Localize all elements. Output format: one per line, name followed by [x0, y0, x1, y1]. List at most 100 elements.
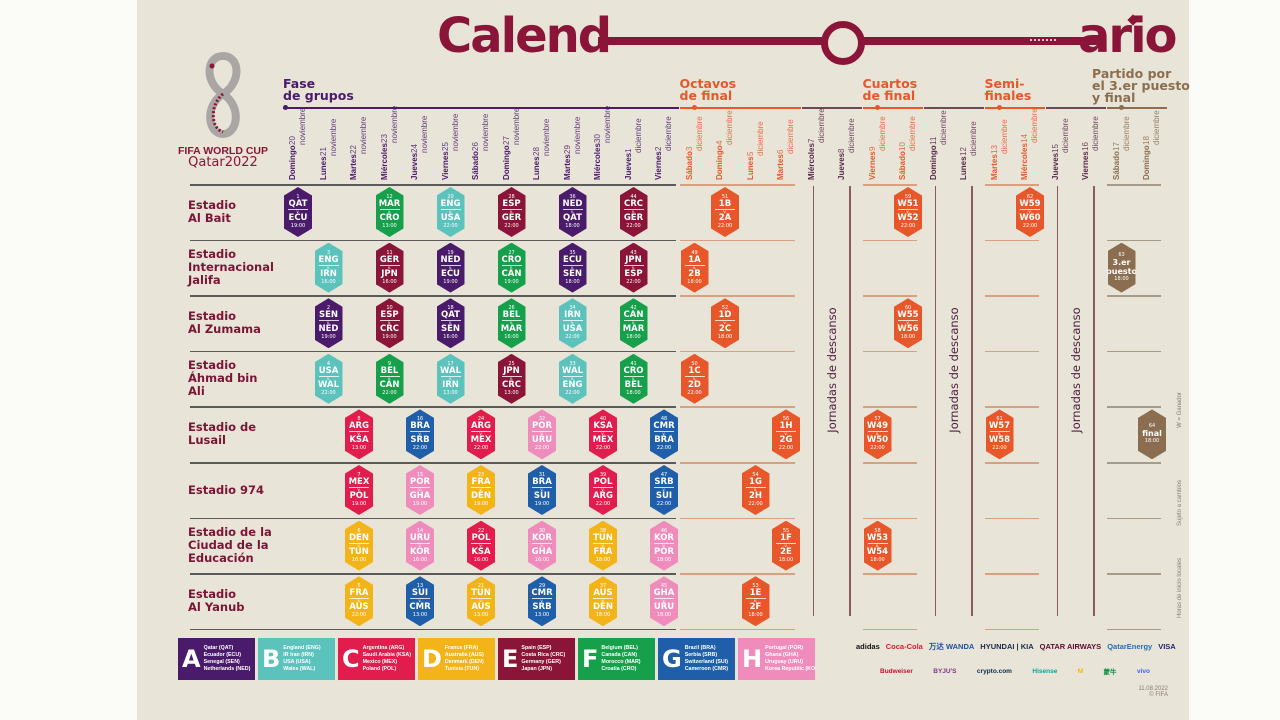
- title-dots: [1030, 39, 1056, 42]
- match-tile[interactable]: 52 1D v. 2C 18:00: [711, 298, 739, 349]
- match-tile[interactable]: 10 ESP v. CRC 19:00: [375, 298, 404, 349]
- match-tile[interactable]: 17 WAL v. IRN 13:00: [436, 353, 465, 404]
- match-tile[interactable]: 7 MEX v. POL 19:00: [345, 465, 373, 515]
- match-tile[interactable]: 33 WAL v. ENG 22:00: [558, 353, 587, 404]
- match-tile[interactable]: 59 W51 v. W52 22:00: [894, 187, 922, 237]
- match-label: final: [1142, 429, 1162, 439]
- match-tile[interactable]: 48 CMR v. BRA 22:00: [650, 409, 678, 460]
- match-tile[interactable]: 34 IRN v. USA 22:00: [558, 298, 587, 349]
- match-tile[interactable]: 2 SEN v. NED 19:00: [314, 298, 343, 349]
- away-team: KSA: [349, 435, 369, 446]
- group-letter: C: [342, 645, 360, 673]
- match-tile[interactable]: 16 BRA v. SRB 22:00: [406, 409, 434, 460]
- match-tile[interactable]: 4 USA v. WAL 22:00: [314, 353, 343, 404]
- phase-label-qf: Cuartos de final: [862, 76, 918, 103]
- match-tile[interactable]: 53 1E v. 2F 18:00: [741, 576, 770, 627]
- match-tile[interactable]: 9 BEL v. CAN 22:00: [375, 353, 404, 404]
- match-tile[interactable]: 47 SRB v. SUI 22:00: [650, 465, 678, 515]
- date-date: 5 diciembre: [745, 121, 765, 157]
- date-date: 2 diciembre: [654, 116, 673, 152]
- match-tile[interactable]: 60 W55 v. W56 18:00: [894, 298, 922, 349]
- match-tile[interactable]: 31 BRA v. SUI 19:00: [528, 465, 556, 515]
- match-tile[interactable]: 3 ENG v. IRN 16:00: [314, 242, 343, 293]
- home-team: BRA: [532, 477, 552, 487]
- date-date: 20 noviembre: [288, 107, 307, 146]
- match-tile[interactable]: 38 TUN v. FRA 18:00: [589, 520, 617, 571]
- match-tile[interactable]: 54 1G v. 2H 22:00: [741, 465, 770, 515]
- match-tile[interactable]: 46 KOR v. POR 18:00: [650, 520, 678, 571]
- match-tile[interactable]: 13 SUI v. CMR 13:00: [406, 576, 434, 627]
- date-day: Sábado: [471, 151, 480, 180]
- away-team: 2G: [779, 435, 793, 446]
- match-tile[interactable]: 57 W49 v. W50 22:00: [863, 409, 892, 460]
- match-tile[interactable]: 49 1A v. 2B 18:00: [680, 242, 709, 293]
- match-tile[interactable]: 36 NED v. QAT 18:00: [558, 187, 587, 237]
- match-tile[interactable]: 45 GHA v. URU 18:00: [650, 576, 678, 627]
- kickoff-time: 13:00: [382, 223, 397, 229]
- match-tile[interactable]: 37 AUS v. DEN 18:00: [589, 576, 617, 627]
- date-header: Sábado 10 diciembre: [898, 116, 922, 180]
- match-tile[interactable]: 44 CRC v. GER 22:00: [619, 187, 648, 237]
- match-tile[interactable]: 26 BEL v. MAR 16:00: [497, 298, 526, 349]
- match-tile[interactable]: 62 W59 v. W60 22:00: [1016, 187, 1044, 237]
- away-team: TUN: [349, 546, 369, 557]
- group-teams: Portugal (POR) Ghana (GHA) Uruguay (URU) Ko…: [765, 645, 815, 673]
- match-tile[interactable]: 12 MAR v. CRO 13:00: [375, 187, 404, 237]
- match-tile[interactable]: 30 KOR v. GHA 16:00: [528, 520, 556, 571]
- match-tile[interactable]: 41 CRO v. BEL 18:00: [619, 353, 648, 404]
- match-tile[interactable]: 63 3.er puesto 18:00: [1107, 242, 1136, 293]
- away-team: USA: [440, 213, 461, 223]
- match-tile[interactable]: 6 DEN v. TUN 16:00: [345, 520, 373, 571]
- match-tile[interactable]: 24 ARG v. MEX 22:00: [467, 409, 495, 460]
- match-tile[interactable]: 15 POR v. GHA 19:00: [406, 465, 434, 515]
- match-tile[interactable]: 27 CRO v. CAN 19:00: [497, 242, 526, 293]
- team-name: Saudi Arabia (KSA): [362, 652, 411, 658]
- match-tile[interactable]: 1 QAT v. ECU 19:00: [284, 187, 312, 237]
- match-tile[interactable]: 23 FRA v. DEN 19:00: [467, 465, 495, 515]
- match-tile[interactable]: 32 POR v. URU 22:00: [528, 409, 556, 460]
- match-tile[interactable]: 56 1H v. 2G 22:00: [772, 409, 800, 460]
- match-tile[interactable]: 61 W57 v. W58 22:00: [985, 409, 1014, 460]
- match-tile[interactable]: 50 1C v. 2D 22:00: [680, 353, 709, 404]
- match-number: 61: [996, 416, 1003, 423]
- away-team: GHA: [409, 491, 431, 501]
- match-tile[interactable]: 19 NED v. ECU 19:00: [436, 242, 465, 293]
- team-name: Croatia (CRO): [601, 666, 637, 672]
- match-tile[interactable]: 28 ESP v. GER 22:00: [497, 187, 526, 237]
- match-tile[interactable]: 5 FRA v. AUS 22:00: [345, 576, 373, 627]
- match-tile[interactable]: 20 ENG v. USA 22:00: [436, 187, 465, 237]
- match-tile[interactable]: 25 JPN v. CRC 13:00: [497, 353, 526, 404]
- match-tile[interactable]: 39 POL v. ARG 22:00: [589, 465, 617, 515]
- phase-dot-qf: [874, 105, 880, 110]
- match-tile[interactable]: 40 KSA v. MEX 22:00: [589, 409, 617, 460]
- team-name: Germany (GER): [521, 659, 561, 665]
- match-tile[interactable]: 29 CMR v. SRB 13:00: [528, 576, 556, 627]
- match-tile[interactable]: 51 1B v. 2A 22:00: [711, 187, 739, 237]
- match-tile[interactable]: 58 W53 v. W54 18:00: [863, 520, 892, 571]
- match-tile[interactable]: 18 QAT v. SEN 16:00: [436, 298, 465, 349]
- home-team: CRC: [623, 199, 644, 209]
- row-divider: [679, 406, 795, 408]
- match-tile[interactable]: 8 ARG v. KSA 13:00: [345, 409, 373, 460]
- date-date: 30 noviembre: [593, 105, 612, 144]
- match-tile[interactable]: 14 URU v. KOR 16:00: [406, 520, 434, 571]
- kickoff-time: 22:00: [382, 389, 397, 396]
- home-team: CMR: [653, 421, 675, 432]
- match-tile[interactable]: 43 JPN v. ESP 22:00: [619, 242, 648, 293]
- kickoff-time: 19:00: [504, 278, 519, 285]
- match-tile[interactable]: 42 CAN v. MAR 18:00: [619, 298, 648, 349]
- legend-group-g: G Brazil (BRA) Serbia (SRB) Switzerland (SU…: [658, 638, 735, 680]
- rest-divider: [812, 186, 814, 616]
- match-tile[interactable]: 35 ECU v. SEN 18:00: [558, 242, 587, 293]
- match-tile[interactable]: 55 1F v. 2E 18:00: [772, 520, 800, 571]
- match-tile[interactable]: 11 GER v. JPN 16:00: [375, 242, 404, 293]
- phase-label-sf: Semi- finales: [984, 76, 1032, 103]
- match-tile[interactable]: 22 POL v. KSA 16:00: [467, 520, 495, 571]
- kickoff-time: 19:00: [412, 501, 428, 507]
- match-tile[interactable]: 21 TUN v. AUS 13:00: [467, 576, 495, 627]
- team-name: Qatar (QAT): [203, 645, 234, 651]
- title-left: Calend: [437, 8, 612, 64]
- match-tile[interactable]: 64 final 18:00: [1138, 409, 1166, 460]
- team-name: USA (USA): [283, 659, 311, 665]
- team-name: Portugal (POR): [765, 645, 804, 651]
